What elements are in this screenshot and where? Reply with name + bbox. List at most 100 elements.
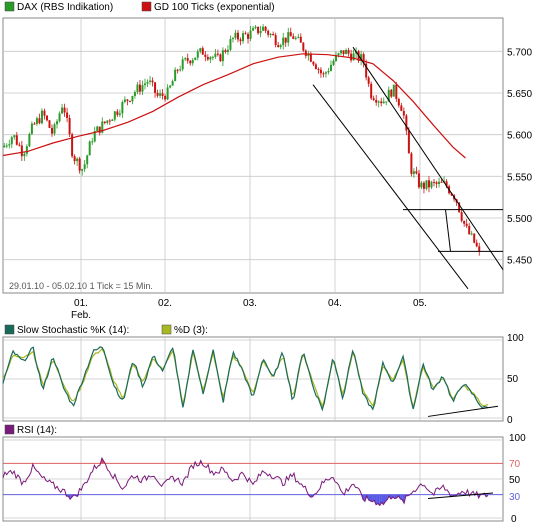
rsi-fill-segment	[402, 494, 405, 504]
candle-body	[458, 202, 461, 213]
candle-body	[324, 72, 327, 74]
candle-body	[445, 181, 448, 187]
candle-body	[257, 26, 260, 34]
legend-label-rsi: RSI (14):	[17, 425, 57, 436]
candle-body	[179, 69, 182, 71]
rsi-tick-70: 70	[509, 459, 521, 470]
candle-body	[425, 180, 428, 189]
x-tick-label: 03.	[243, 298, 257, 309]
rsi-line	[2, 456, 489, 507]
rsi-tick-30: 30	[509, 492, 521, 503]
rsi-fill-segment	[381, 494, 384, 505]
candle-body	[154, 82, 157, 93]
candle-body	[73, 156, 76, 162]
candle-body	[440, 181, 443, 183]
candle-body	[56, 121, 59, 125]
candle-body	[66, 112, 69, 118]
candle-body	[234, 32, 237, 38]
rsi-fill-segment	[374, 494, 377, 505]
main-y-tick-label: 5.550	[507, 172, 532, 183]
candle-body	[181, 59, 184, 70]
candle-body	[267, 30, 270, 35]
candle-body	[201, 48, 204, 55]
x-tick-label: 05.	[413, 298, 427, 309]
main-y-tick-label: 5.600	[507, 131, 532, 142]
rsi-trend-line	[427, 492, 494, 499]
candle-body	[191, 59, 194, 64]
legend-swatch-stoch-k	[4, 324, 15, 335]
candle-body	[435, 182, 438, 184]
x-axis: 01.Feb. 02. 03. 04. 05.	[71, 298, 427, 321]
candle-body	[133, 92, 136, 96]
candle-body	[289, 32, 292, 37]
candle-body	[149, 80, 152, 82]
candle-body	[164, 95, 167, 100]
candle-body	[478, 246, 481, 252]
main-y-tick-label: 5.650	[507, 89, 532, 100]
candle-body	[420, 182, 423, 188]
candle-body	[71, 134, 74, 157]
candle-body	[199, 48, 202, 52]
candle-body	[372, 98, 375, 100]
candle-body	[468, 225, 471, 235]
candle-body	[433, 181, 436, 183]
candle-body	[385, 101, 388, 103]
candle-body	[365, 63, 368, 78]
stoch-tick-100: 100	[507, 333, 524, 344]
candle-body	[53, 124, 56, 134]
main-legend: DAX (RBS Indikation) GD 100 Ticks (expon…	[4, 1, 275, 13]
candle-body	[141, 85, 144, 92]
candle-body	[347, 49, 350, 54]
candle-body	[345, 49, 348, 55]
candle-body	[438, 181, 441, 184]
candle-body	[131, 95, 134, 102]
candle-body	[28, 133, 31, 147]
legend-swatch-stoch-d	[161, 324, 172, 335]
candle-body	[8, 144, 11, 146]
candle-body	[415, 171, 418, 174]
candle-body	[219, 54, 222, 62]
candle-body	[473, 233, 476, 243]
candle-body	[159, 93, 162, 96]
legend-swatch-dax	[4, 1, 15, 12]
candle-body	[76, 158, 79, 162]
candle-body	[272, 33, 275, 36]
candle-body	[337, 53, 340, 56]
candle-body	[314, 64, 317, 69]
candle-body	[128, 100, 131, 102]
candle-body	[18, 144, 21, 146]
candle-body	[460, 212, 463, 221]
main-panel-frame	[2, 17, 504, 294]
candle-body	[121, 102, 124, 114]
candle-body	[48, 120, 51, 128]
candle-body	[375, 99, 378, 103]
candle-body	[332, 60, 335, 65]
rsi-fill-segment	[376, 494, 378, 505]
candle-body	[169, 85, 172, 88]
rsi-tick-50: 50	[509, 475, 521, 486]
candle-body	[221, 50, 224, 62]
candle-body	[282, 37, 285, 46]
candle-body	[312, 61, 315, 65]
candle-body	[209, 57, 212, 60]
candle-body	[108, 120, 111, 122]
candle-body	[387, 89, 390, 102]
candle-body	[111, 119, 114, 122]
candle-body	[15, 135, 18, 145]
candle-body	[427, 180, 430, 188]
candle-body	[236, 32, 239, 40]
candle-body	[43, 110, 46, 116]
candle-body	[86, 155, 89, 165]
candle-body	[91, 141, 94, 143]
candle-body	[340, 50, 343, 54]
candle-body	[342, 50, 345, 55]
candle-body	[277, 45, 280, 48]
main-y-tick-label: 5.500	[507, 214, 532, 225]
candle-body	[161, 93, 164, 96]
candle-body	[194, 57, 197, 60]
candle-body	[362, 54, 365, 64]
legend-label-stoch-k: Slow Stochastic %K (14):	[17, 325, 129, 336]
candle-body	[189, 60, 192, 64]
candle-body	[61, 107, 64, 114]
